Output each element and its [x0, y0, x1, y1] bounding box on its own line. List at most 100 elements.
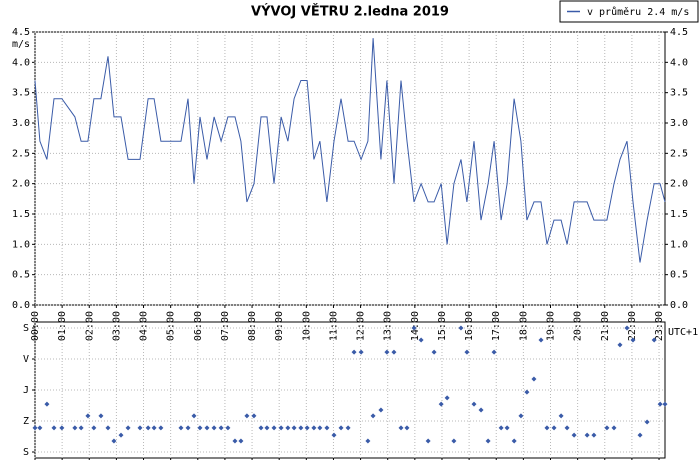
y-tick-label: V	[23, 354, 29, 365]
x-tick-label: 11:00	[328, 311, 339, 341]
direction-point	[105, 425, 111, 431]
x-tick-label: 18:00	[518, 311, 529, 341]
direction-point	[285, 425, 291, 431]
direction-point	[158, 425, 164, 431]
direction-point	[118, 432, 124, 438]
x-tick-label: 03:00	[111, 311, 122, 341]
y-tick-label-right: 2.5	[670, 148, 688, 159]
direction-point	[657, 401, 663, 407]
direction-point	[518, 413, 524, 419]
direction-point	[238, 438, 244, 444]
x-tick-label: 19:00	[546, 311, 557, 341]
direction-point	[365, 438, 371, 444]
direction-point	[471, 401, 477, 407]
x-tick-label: 07:00	[220, 311, 231, 341]
y-tick-label: S	[23, 323, 29, 334]
y-tick-label-right: 3.5	[670, 88, 688, 99]
direction-point	[431, 349, 437, 355]
x-tick-label: 22:00	[627, 311, 638, 341]
direction-point	[358, 349, 364, 355]
x-tick-label: 23:00	[654, 311, 665, 341]
direction-point	[145, 425, 151, 431]
y-tick-label-right: 2.0	[670, 179, 688, 190]
direction-point	[504, 425, 510, 431]
direction-point	[384, 349, 390, 355]
y-tick-label: S	[23, 447, 29, 458]
x-tick-label: 15:00	[437, 311, 448, 341]
direction-point	[411, 325, 417, 331]
chart-title: VÝVOJ VĚTRU 2.ledna 2019	[251, 4, 449, 20]
y-tick-label-right: 0.0	[670, 300, 688, 311]
direction-point	[251, 413, 257, 419]
y-tick-label: J	[23, 385, 29, 396]
direction-point	[298, 425, 304, 431]
y-tick-label-right: 4.0	[670, 57, 688, 68]
direction-point	[444, 395, 450, 401]
x-tick-label: 08:00	[247, 311, 258, 341]
y-tick-label: 2.5	[12, 148, 30, 159]
direction-point	[137, 425, 143, 431]
direction-point	[304, 425, 310, 431]
legend: v průměru 2.4 m/s	[559, 0, 699, 23]
direction-point	[264, 425, 270, 431]
direction-point	[551, 425, 557, 431]
direction-point	[78, 425, 84, 431]
direction-point	[524, 389, 530, 395]
x-tick-label: 21:00	[600, 311, 611, 341]
direction-point	[271, 425, 277, 431]
direction-point	[345, 425, 351, 431]
y-tick-label: 0.0	[12, 300, 30, 311]
x-tick-label: 06:00	[193, 311, 204, 341]
direction-point	[630, 337, 636, 343]
direction-point	[662, 401, 668, 407]
direction-point	[637, 432, 643, 438]
x-tick-label: 02:00	[84, 311, 95, 341]
direction-point	[398, 425, 404, 431]
direction-point	[491, 349, 497, 355]
direction-point	[511, 438, 517, 444]
direction-point	[258, 425, 264, 431]
legend-box	[559, 0, 699, 23]
x-tick-label: 12:00	[356, 311, 367, 341]
y-tick-label-right: 4.5	[670, 27, 688, 38]
direction-point	[378, 407, 384, 413]
direction-point	[544, 425, 550, 431]
direction-point	[531, 376, 537, 382]
plot-frame	[34, 31, 666, 306]
direction-point	[244, 413, 250, 419]
direction-point	[438, 401, 444, 407]
x-tick-label: 20:00	[573, 311, 584, 341]
x-tick-label: 16:00	[464, 311, 475, 341]
y-tick-label-right: 3.0	[670, 118, 688, 129]
direction-point	[617, 342, 623, 348]
direction-point	[425, 438, 431, 444]
direction-point	[478, 407, 484, 413]
direction-point	[558, 413, 564, 419]
y-tick-label: 4.5	[12, 27, 30, 38]
direction-point	[178, 425, 184, 431]
direction-point	[211, 425, 217, 431]
direction-point	[451, 438, 457, 444]
y-tick-label-right: 1.0	[670, 239, 688, 250]
direction-point	[338, 425, 344, 431]
direction-point	[370, 413, 376, 419]
direction-point	[604, 425, 610, 431]
wind-line	[34, 38, 666, 263]
direction-point	[651, 337, 657, 343]
direction-point	[404, 425, 410, 431]
direction-point	[72, 425, 78, 431]
x-tick-label: 05:00	[166, 311, 177, 341]
y-tick-label: 3.5	[12, 88, 30, 99]
x-tick-label: 13:00	[383, 311, 394, 341]
direction-point	[538, 337, 544, 343]
y-tick-label: Z	[23, 416, 29, 427]
direction-point	[591, 432, 597, 438]
x-tick-label: 17:00	[491, 311, 502, 341]
direction-point	[232, 438, 238, 444]
direction-point	[278, 425, 284, 431]
direction-point	[391, 349, 397, 355]
direction-point	[91, 425, 97, 431]
direction-point	[218, 425, 224, 431]
y-tick-label: 3.0	[12, 118, 30, 129]
